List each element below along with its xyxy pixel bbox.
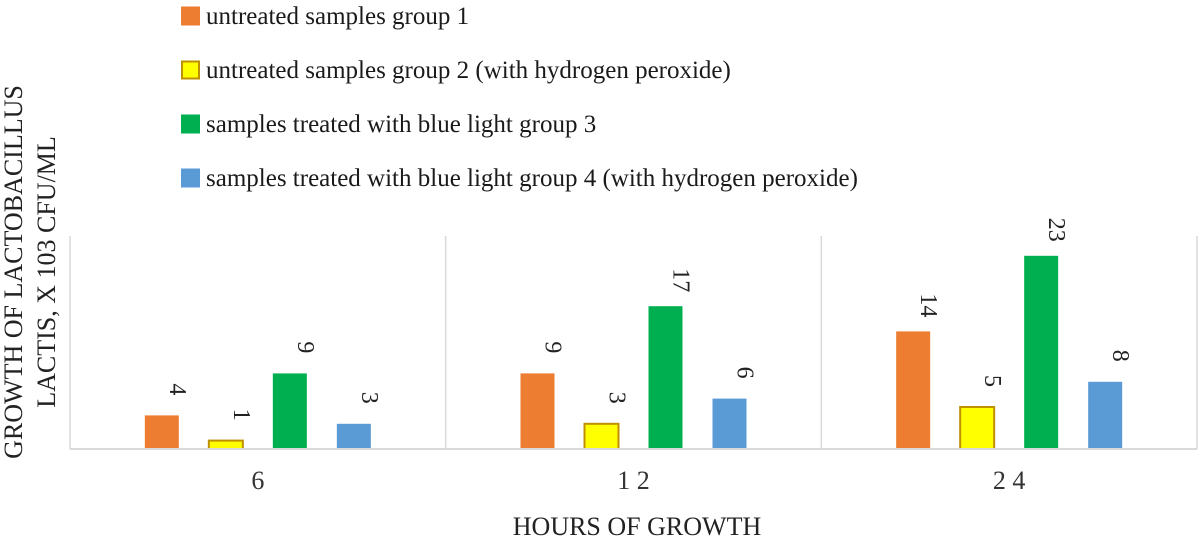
legend-swatch-4 (181, 168, 200, 188)
bar-s2-6 (207, 439, 244, 451)
data-label-s3-12: 17 (668, 268, 694, 292)
x-tick-label-6: 6 (251, 466, 264, 495)
plot-area: 4 1 9 3 6 9 3 17 6 1 2 14 5 23 8 2 4 (69, 218, 1198, 495)
bar-s2-12 (583, 422, 620, 450)
data-label-s3-24: 23 (1043, 218, 1069, 242)
x-tick-label-24: 2 4 (993, 466, 1026, 495)
bar-s3-12 (648, 306, 683, 449)
bar-s4-24 (1088, 381, 1123, 449)
legend-swatch-3 (181, 114, 200, 134)
legend-label-3: samples treated with blue light group 3 (206, 111, 596, 138)
y-axis-title: GROWTH OF LACTOBACILLUS LACTIS, X 103 CF… (0, 85, 61, 459)
data-label-s1-24: 14 (915, 293, 941, 317)
bar-s3-6 (272, 373, 307, 449)
bar-s4-12 (712, 398, 747, 449)
legend-swatch-1 (181, 6, 200, 26)
x-tick-label-12: 1 2 (617, 466, 650, 495)
bar-s1-24 (896, 331, 931, 449)
legend-label-2: untreated samples group 2 (with hydrogen… (206, 57, 731, 84)
bar-s2-24 (959, 406, 996, 450)
bar-s4-6 (336, 423, 371, 449)
data-label-s4-12: 6 (732, 367, 758, 379)
data-label-s2-6: 1 (228, 409, 254, 421)
data-label-s1-12: 9 (540, 341, 566, 353)
chart-legend: untreated samples group 1 untreated sampl… (181, 3, 858, 192)
bar-s3-24 (1024, 255, 1059, 449)
y-axis-title-line-1: GROWTH OF LACTOBACILLUS (0, 85, 28, 459)
data-label-s1-6: 4 (164, 383, 190, 395)
data-label-s4-24: 8 (1107, 350, 1133, 362)
data-label-s3-6: 9 (292, 341, 318, 353)
x-axis-title: HOURS OF GROWTH (513, 512, 762, 540)
data-label-s2-12: 3 (604, 392, 630, 404)
data-label-s4-6: 3 (356, 392, 382, 404)
bar-s1-6 (144, 415, 179, 449)
legend-label-4: samples treated with blue light group 4 … (206, 165, 858, 192)
y-axis-title-line-2: LACTIS, X 103 CFU/ML (32, 136, 61, 408)
data-label-s2-24: 5 (979, 375, 1005, 387)
legend-swatch-2 (181, 60, 200, 80)
bar-s1-12 (520, 373, 555, 449)
legend-label-1: untreated samples group 1 (206, 3, 469, 30)
